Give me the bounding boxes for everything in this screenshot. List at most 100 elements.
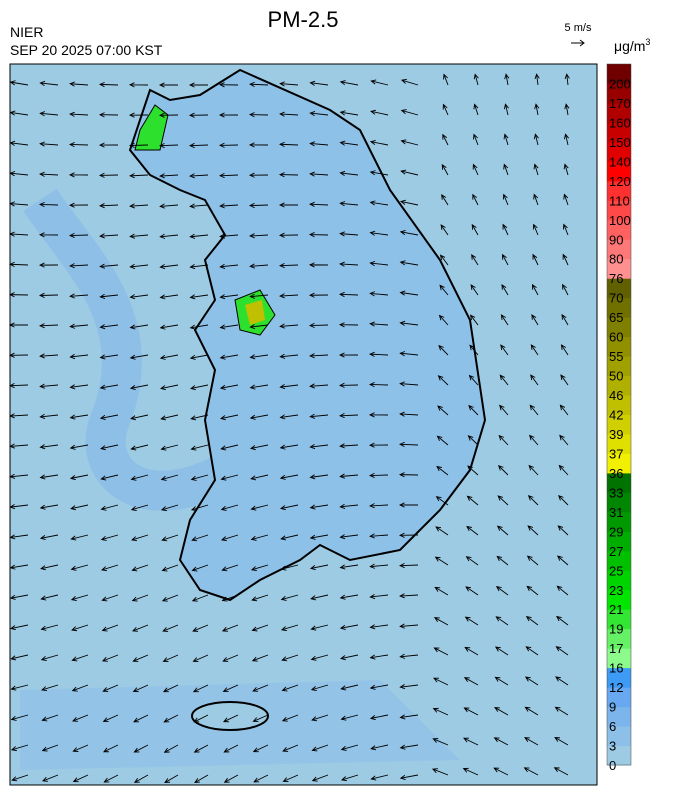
colorbar-label: 65 bbox=[609, 310, 623, 325]
wind-arrow bbox=[279, 111, 299, 117]
wind-arrow bbox=[400, 109, 419, 116]
wind-arrow bbox=[368, 442, 389, 448]
wind-arrow bbox=[251, 624, 269, 632]
wind-arrow bbox=[558, 494, 569, 506]
wind-arrow bbox=[503, 103, 509, 116]
colorbar-segment bbox=[607, 570, 631, 591]
wind-scale-arrowhead bbox=[579, 39, 585, 47]
wind-arrow bbox=[162, 684, 179, 693]
wind-arrow bbox=[436, 465, 449, 476]
wind-arrow bbox=[369, 593, 389, 600]
wind-arrow bbox=[9, 413, 29, 419]
wind-arrow bbox=[131, 564, 149, 572]
wind-arrow bbox=[555, 615, 569, 626]
wind-arrow bbox=[465, 586, 479, 596]
colorbar-label: 12 bbox=[609, 680, 623, 695]
wind-arrow bbox=[435, 496, 449, 506]
wind-arrow bbox=[160, 504, 179, 512]
wind-arrow bbox=[339, 140, 359, 146]
wind-arrow bbox=[248, 172, 269, 178]
wind-arrow bbox=[218, 82, 239, 88]
wind-arrow bbox=[159, 142, 179, 149]
wind-arrow bbox=[39, 111, 59, 117]
wind-arrow bbox=[101, 624, 119, 632]
wind-arrow bbox=[434, 586, 449, 596]
wind-arrow bbox=[473, 133, 479, 146]
wind-arrow bbox=[399, 290, 419, 296]
wind-arrow bbox=[369, 170, 389, 176]
wind-arrow bbox=[130, 444, 149, 451]
wind-arrow bbox=[563, 193, 569, 206]
colorbar-label: 6 bbox=[609, 719, 616, 734]
wind-arrow bbox=[69, 474, 89, 481]
colorbar-frame bbox=[606, 63, 632, 766]
wind-arrow bbox=[472, 163, 479, 176]
wind-arrow bbox=[564, 73, 570, 86]
wind-arrow bbox=[39, 171, 59, 177]
wind-arrow bbox=[369, 321, 389, 327]
colorbar-label: 80 bbox=[609, 252, 623, 267]
colorbar-segment bbox=[607, 589, 631, 610]
wind-arrow bbox=[190, 414, 209, 421]
wind-arrow bbox=[434, 556, 449, 566]
wind-arrow bbox=[41, 714, 59, 722]
island bbox=[191, 701, 269, 731]
colorbar-segment bbox=[607, 414, 631, 435]
wind-arrow bbox=[39, 444, 59, 450]
wind-arrow bbox=[470, 284, 479, 296]
wind-arrow bbox=[9, 80, 29, 86]
wind-arrow bbox=[9, 473, 29, 479]
wind-arrow bbox=[278, 172, 299, 178]
wind-arrow bbox=[496, 525, 509, 536]
wind-arrow bbox=[221, 594, 239, 602]
colorbar-label: 31 bbox=[609, 505, 623, 520]
wind-arrow bbox=[466, 525, 479, 536]
wind-arrow bbox=[339, 624, 359, 630]
wind-arrow bbox=[189, 384, 209, 391]
wind-arrow bbox=[130, 504, 149, 511]
wind-arrow bbox=[188, 112, 209, 118]
wind-arrow bbox=[399, 774, 419, 780]
wind-arrow bbox=[189, 294, 209, 300]
wind-arrow bbox=[69, 353, 89, 360]
wind-arrow bbox=[189, 142, 209, 149]
wind-arrow bbox=[433, 677, 449, 686]
wind-arrow bbox=[9, 534, 29, 540]
wind-arrow bbox=[249, 81, 269, 87]
wind-arrow bbox=[248, 202, 269, 209]
colorbar-segment bbox=[607, 667, 631, 688]
wind-arrow bbox=[399, 381, 419, 387]
wind-arrow bbox=[495, 616, 509, 626]
wind-arrow bbox=[340, 684, 359, 691]
wind-arrow bbox=[40, 594, 59, 601]
wind-arrow bbox=[399, 320, 419, 326]
wind-arrow bbox=[68, 232, 89, 238]
wind-arrow bbox=[399, 411, 419, 417]
wind-arrow bbox=[523, 767, 539, 776]
wind-arrow bbox=[473, 103, 479, 116]
wind-arrow bbox=[248, 112, 269, 118]
wind-arrow bbox=[160, 444, 179, 451]
wind-arrow bbox=[339, 80, 359, 86]
wind-arrow bbox=[188, 82, 209, 88]
colorbar-segment bbox=[607, 336, 631, 357]
wind-arrow bbox=[129, 384, 149, 391]
wind-arrow bbox=[399, 684, 419, 690]
wind-arrow bbox=[399, 351, 419, 357]
wind-arrow bbox=[100, 474, 119, 481]
wind-arrow bbox=[9, 201, 29, 207]
colorbar-segment bbox=[607, 628, 631, 649]
wind-arrow bbox=[219, 324, 239, 330]
wind-arrow bbox=[99, 263, 119, 269]
colorbar-label: 110 bbox=[609, 193, 630, 208]
wind-arrow bbox=[38, 201, 59, 208]
colorbar-label: 170 bbox=[609, 96, 631, 111]
wind-arrow bbox=[39, 413, 59, 420]
colorbar-label: 76 bbox=[609, 271, 623, 286]
wind-arrow bbox=[465, 556, 479, 566]
wind-arrow bbox=[164, 774, 179, 783]
wind-arrow bbox=[370, 744, 389, 751]
wind-arrow bbox=[160, 414, 179, 421]
colorbar: 0369121617192123252729313336373942465055… bbox=[606, 63, 632, 773]
wind-arrow bbox=[399, 230, 419, 236]
